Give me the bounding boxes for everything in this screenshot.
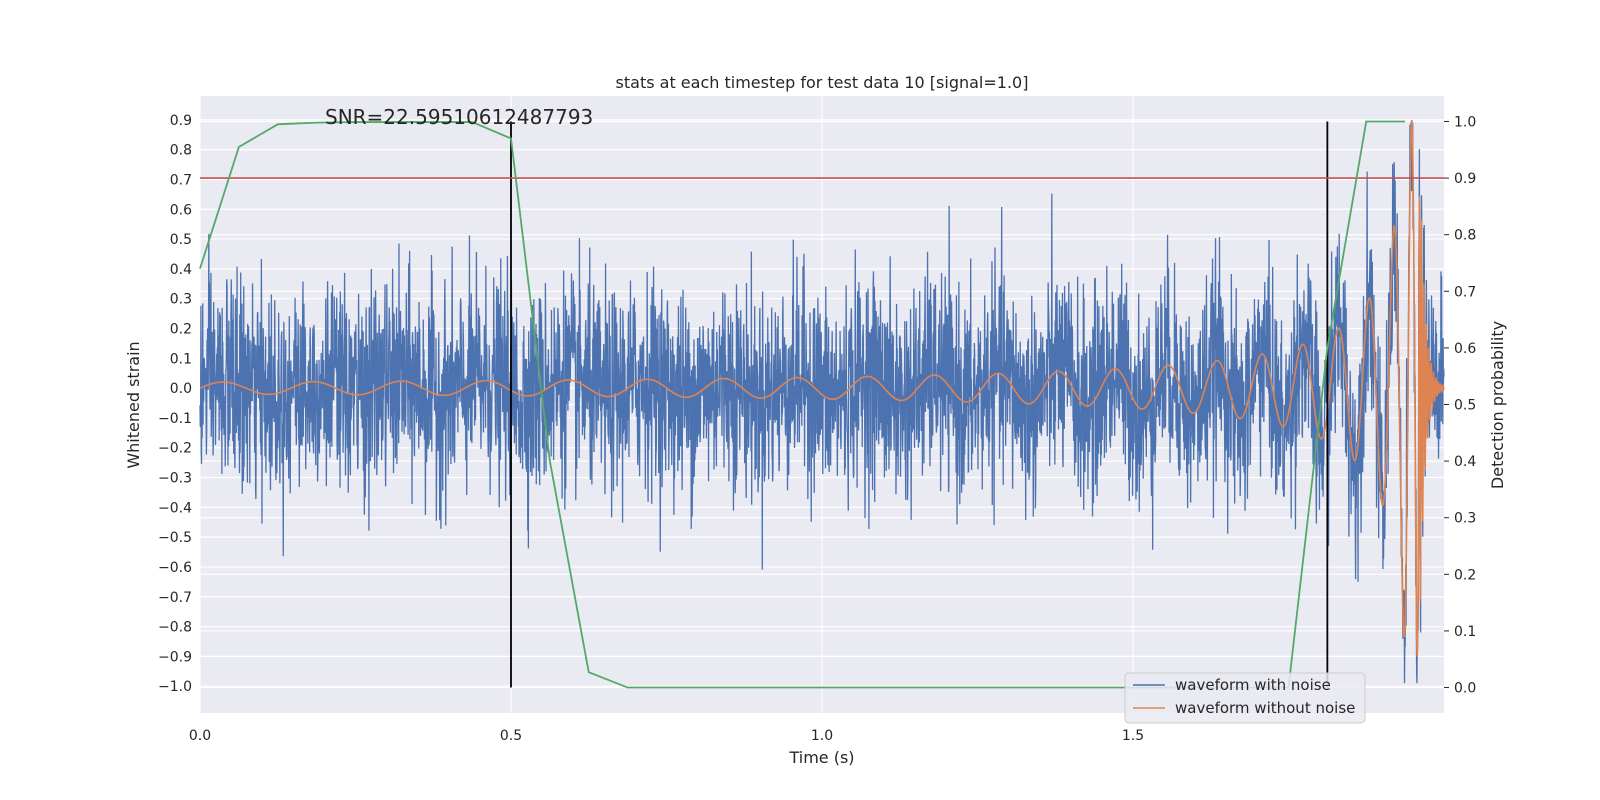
y-tick-left: 0.2 xyxy=(170,321,192,337)
snr-annotation: SNR=22.59510612487793 xyxy=(325,105,593,129)
x-axis-label: Time (s) xyxy=(788,748,854,767)
x-tick: 1.0 xyxy=(811,728,833,744)
y-tick-left: −0.6 xyxy=(158,560,192,576)
y-tick-right: 1.0 xyxy=(1454,114,1476,130)
y-tick-left: 0.6 xyxy=(170,202,192,218)
axes: −1.0 −0.9 −0.8 −0.7 −0.6 −0.5 −0.4 −0.3 −0.2 −0.1… xyxy=(158,113,1476,744)
y-tick-right: 0.6 xyxy=(1454,341,1476,357)
y-tick-left: −0.7 xyxy=(158,590,192,606)
y-tick-right: 0.3 xyxy=(1454,511,1476,527)
y-tick-right: 0.1 xyxy=(1454,624,1476,640)
chart-title: stats at each timestep for test data 10 … xyxy=(616,73,1029,92)
y-tick-right: 0.8 xyxy=(1454,228,1476,244)
y-tick-right: 0.2 xyxy=(1454,567,1476,583)
y-tick-right: 0.9 xyxy=(1454,171,1476,187)
y-axis-label-left: Whitened strain xyxy=(124,341,143,468)
y-tick-left: −0.4 xyxy=(158,500,192,516)
y-tick-right: 0.5 xyxy=(1454,398,1476,414)
y-tick-left: 0.1 xyxy=(170,351,192,367)
y-tick-left: 0.8 xyxy=(170,143,192,159)
y-tick-right: 0.4 xyxy=(1454,454,1476,470)
x-tick: 0.5 xyxy=(500,728,522,744)
y-tick-left: −1.0 xyxy=(158,679,192,695)
y-tick-left: 0.4 xyxy=(170,262,192,278)
legend-label-clean: waveform without noise xyxy=(1175,699,1355,717)
legend-box xyxy=(1124,672,1366,724)
legend: waveform with noise waveform without noi… xyxy=(1124,672,1366,724)
y-tick-left: 0.0 xyxy=(170,381,192,397)
series-line-noisy xyxy=(199,122,1445,684)
y-tick-left: 0.7 xyxy=(170,172,192,188)
y-tick-left: −0.9 xyxy=(158,649,192,665)
y-tick-left: −0.3 xyxy=(158,471,192,487)
y-tick-right: 0.0 xyxy=(1454,681,1476,697)
y-tick-left: 0.3 xyxy=(170,292,192,308)
y-tick-left: −0.2 xyxy=(158,441,192,457)
y-axis-label-right: Detection probability xyxy=(1488,321,1507,489)
y-tick-left: −0.5 xyxy=(158,530,192,546)
y-tick-left: 0.9 xyxy=(170,113,192,129)
y-tick-left: 0.5 xyxy=(170,232,192,248)
y-tick-left: −0.8 xyxy=(158,620,192,636)
x-tick: 0.0 xyxy=(189,728,211,744)
y-tick-right: 0.7 xyxy=(1454,284,1476,300)
legend-label-noisy: waveform with noise xyxy=(1175,676,1331,694)
x-tick: 1.5 xyxy=(1122,728,1144,744)
series-line-clean xyxy=(199,119,1445,657)
y-tick-left: −0.1 xyxy=(158,411,192,427)
